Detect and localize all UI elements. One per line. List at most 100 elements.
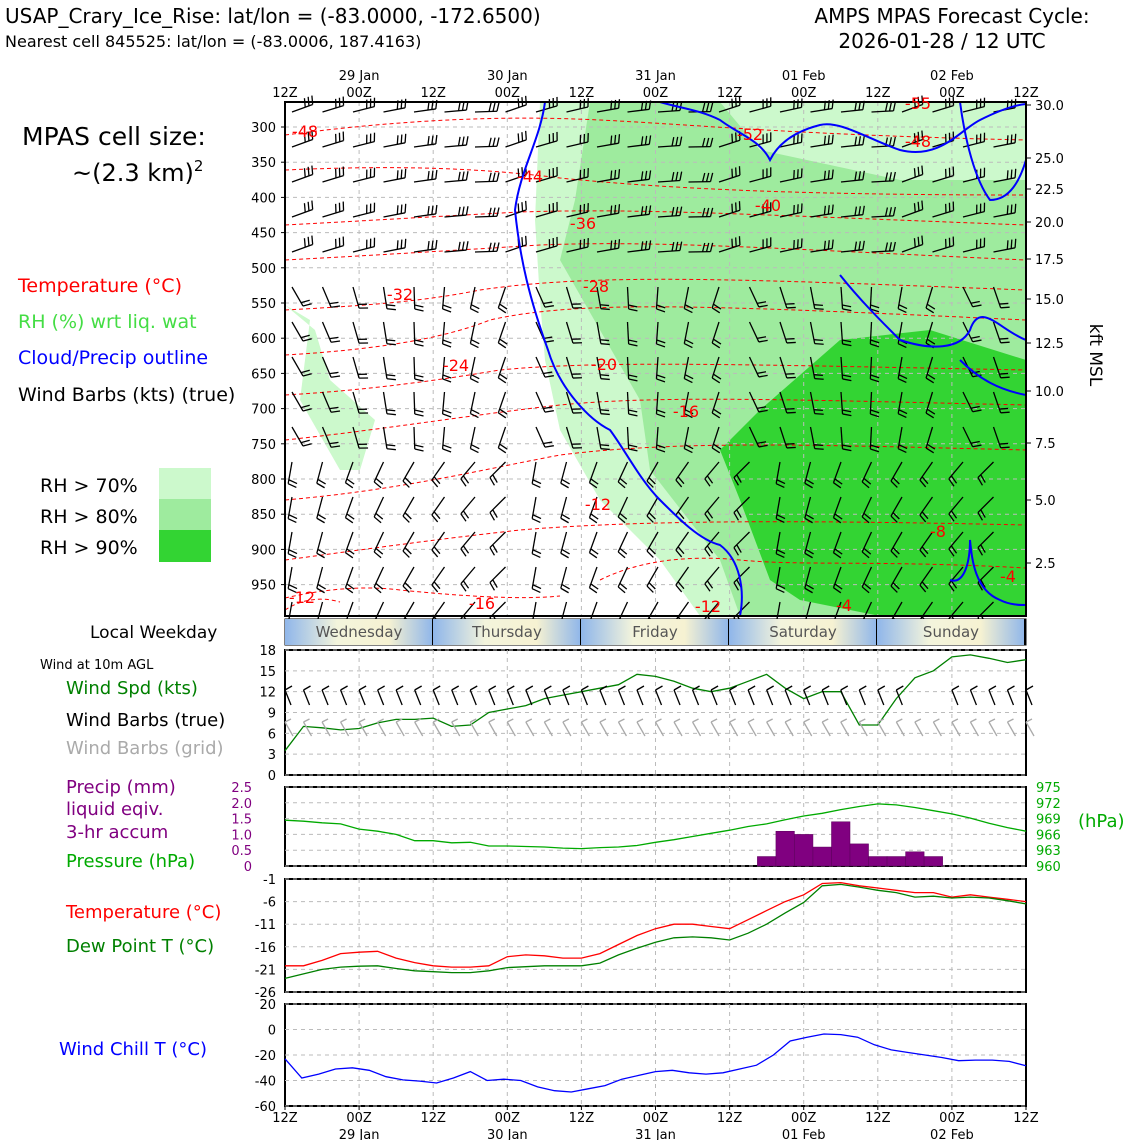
wind-barb-feather: [442, 448, 452, 453]
wind-barb-feather: [329, 336, 339, 340]
wind-barb-feather: [758, 444, 768, 448]
wind-barb-feather: [427, 206, 430, 216]
surface-wind-barb: [877, 689, 885, 706]
surface-wind-barb-feather: [655, 685, 663, 691]
wind-barb-feather: [414, 343, 424, 347]
surface-wind-barb: [858, 689, 866, 706]
wind-barb-feather: [854, 171, 858, 181]
wind-barb-feather: [618, 204, 621, 214]
wind-barb-feather: [733, 582, 740, 591]
wind-barb-feather: [589, 517, 598, 524]
grid-wind-barb-feather: [858, 718, 866, 723]
wind-barb-feather: [679, 206, 683, 216]
surface-wind-barb: [395, 689, 403, 706]
wind-barb-feather: [862, 135, 865, 145]
wind-barb-feather: [833, 482, 842, 489]
temperature-contour-label: -20: [591, 355, 617, 374]
wind-barb-feather: [462, 545, 470, 554]
wind-barb-feather: [842, 343, 852, 347]
wind-barb-feather: [648, 547, 656, 555]
wind-barb-feather: [531, 553, 541, 559]
wind-barb-feather: [919, 549, 927, 558]
wind-barb-feather: [705, 207, 710, 217]
cross-section-frame: [284, 101, 1027, 617]
grid-wind-barb-feather: [562, 718, 570, 723]
grid-wind-barb: [803, 721, 813, 737]
wind-barb-feather: [316, 482, 325, 489]
wind-barb-feather: [684, 343, 693, 349]
wind-barb-feather: [442, 304, 452, 309]
wind-barb-feather: [648, 170, 652, 180]
height-tick-label: 2.5: [1035, 557, 1056, 572]
wind-barb-feather: [950, 545, 958, 554]
wind-barb-feather: [460, 583, 467, 592]
rh70-region-left: [285, 305, 375, 470]
wind-barb-feather: [671, 102, 675, 112]
pressure-tick-label: 950: [251, 579, 276, 594]
wind-barb-feather: [705, 242, 710, 252]
wind-barb-feather: [1014, 238, 1017, 248]
wind-barb-feather: [489, 547, 496, 556]
cross-section-fill: [285, 102, 1026, 616]
wind-barb-feather: [648, 135, 652, 145]
wind-barb-feather: [834, 478, 843, 485]
wind-barb-feather: [404, 477, 412, 485]
wind-barb-feather: [834, 548, 843, 555]
wind-barb-feather: [346, 478, 355, 485]
wind-barb-feather: [858, 136, 861, 146]
wind-barb-feather: [600, 343, 610, 346]
wind-barb-feather: [684, 409, 694, 415]
wind-barb-feather: [898, 304, 908, 310]
wind-barb-feather: [833, 552, 842, 559]
precip-label: Precip (mm): [66, 777, 176, 798]
wind-barb-feather: [970, 300, 980, 304]
wind-barb-feather: [400, 239, 403, 249]
wind-barb-feather: [926, 443, 936, 450]
wind-barb-feather: [489, 512, 496, 521]
wind-barb-feather: [999, 442, 1009, 445]
bottom-tick-label: 00Z: [346, 1111, 372, 1126]
wind-barb-feather: [499, 408, 508, 415]
wind-barb-feather: [628, 378, 638, 382]
grid-wind-barb-feather: [525, 718, 533, 723]
wind-barb-feather: [488, 207, 492, 217]
wind-barb-feather: [870, 444, 880, 449]
wind-barb-feather: [628, 448, 638, 452]
surface-wind-barb: [951, 689, 959, 706]
wind-barb-feather: [775, 483, 785, 489]
surface-wind-barb: [525, 689, 533, 706]
wind-barb-feather: [648, 240, 652, 250]
panel-tick-label: -60: [255, 1100, 276, 1115]
wind-barb-feather: [525, 235, 527, 245]
wind-barb-feather: [431, 240, 434, 250]
panel-tick-label: -1: [263, 873, 276, 888]
wind-barb-feather: [375, 512, 384, 520]
wind-barb-feather: [427, 241, 430, 251]
grid-wind-barb-feather: [599, 718, 607, 723]
wind-barb-feather: [435, 204, 438, 215]
wind-barb-feather: [704, 548, 711, 557]
wind-barb-feather: [701, 207, 706, 217]
grid-wind-barb-feather: [395, 718, 403, 723]
surface-wind-barb: [599, 689, 607, 706]
rh90-region: [720, 330, 1026, 616]
wind-barb-feather: [921, 130, 924, 140]
wind-barb-feather: [442, 409, 452, 414]
wind-barb-feather: [813, 444, 823, 446]
wind-barbs-grid-label: Wind Barbs (grid): [66, 738, 224, 759]
grid-wind-barb-feather: [747, 718, 755, 723]
pressure-tick-label: 550: [251, 297, 276, 312]
surface-wind-barb-feather: [599, 685, 608, 691]
wind-barb-feather: [489, 477, 496, 486]
wind-barb-feather: [814, 412, 824, 415]
grid-wind-barb: [599, 721, 609, 737]
wind-barb-feather: [870, 374, 880, 379]
wind-barb-feather: [628, 374, 638, 378]
bottom-tick-label: 12Z: [717, 1111, 743, 1126]
legend-temperature: Temperature (°C): [17, 275, 182, 297]
surface-wind-barb: [284, 689, 292, 706]
wind-barb-feather: [917, 131, 920, 141]
precip-tick-label: 1.0: [231, 828, 252, 843]
wind-barb-feather: [317, 513, 326, 520]
bottom-tick-label: 00Z: [643, 1111, 669, 1126]
